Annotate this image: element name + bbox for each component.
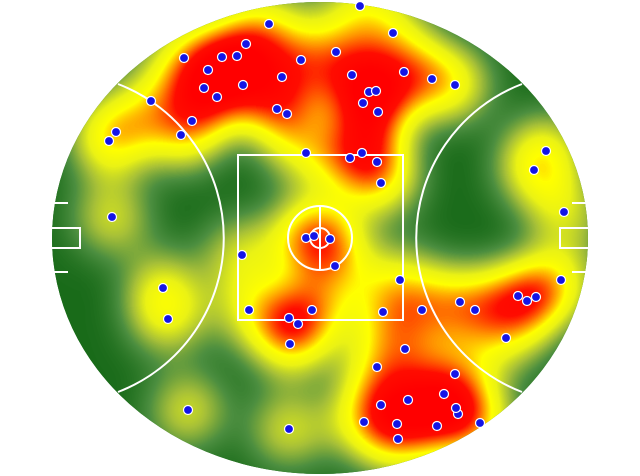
point	[292, 318, 304, 330]
point	[276, 71, 288, 83]
point	[110, 126, 122, 138]
point	[394, 274, 406, 286]
point	[103, 135, 115, 147]
point	[512, 290, 524, 302]
point	[528, 164, 540, 176]
point	[284, 338, 296, 350]
point	[329, 260, 341, 272]
point	[474, 417, 486, 429]
point	[454, 296, 466, 308]
point	[106, 211, 118, 223]
point	[438, 388, 450, 400]
point	[398, 66, 410, 78]
point	[392, 433, 404, 445]
point	[211, 91, 223, 103]
point	[558, 206, 570, 218]
point	[175, 129, 187, 141]
point	[283, 423, 295, 435]
centre-square	[237, 154, 404, 321]
point	[295, 54, 307, 66]
point	[371, 361, 383, 373]
point	[263, 18, 275, 30]
point	[402, 394, 414, 406]
point	[391, 418, 403, 430]
left-arc	[117, 83, 225, 393]
point	[530, 291, 542, 303]
point	[377, 306, 389, 318]
point	[449, 368, 461, 380]
point	[162, 313, 174, 325]
point	[469, 304, 481, 316]
point	[300, 147, 312, 159]
point	[237, 79, 249, 91]
point	[426, 73, 438, 85]
point	[240, 38, 252, 50]
point	[271, 103, 283, 115]
point	[540, 145, 552, 157]
point	[344, 152, 356, 164]
point	[202, 64, 214, 76]
right-arc	[415, 83, 523, 393]
point	[178, 52, 190, 64]
point	[450, 402, 462, 414]
point	[431, 420, 443, 432]
point	[449, 79, 461, 91]
point	[281, 108, 293, 120]
point	[216, 51, 228, 63]
point	[243, 304, 255, 316]
point	[500, 332, 512, 344]
point	[358, 416, 370, 428]
point	[370, 85, 382, 97]
point	[356, 147, 368, 159]
point	[231, 50, 243, 62]
point	[308, 230, 320, 242]
right-goal-square	[559, 202, 588, 273]
points	[103, 0, 570, 445]
point	[375, 399, 387, 411]
point	[371, 156, 383, 168]
point	[198, 82, 210, 94]
point	[521, 295, 533, 307]
left-goal-square	[52, 202, 81, 273]
field-lines	[52, 83, 588, 393]
point	[324, 233, 336, 245]
point	[346, 69, 358, 81]
point	[375, 177, 387, 189]
point	[145, 95, 157, 107]
point	[354, 0, 366, 12]
point	[186, 115, 198, 127]
point	[555, 274, 567, 286]
point	[283, 312, 295, 324]
point	[416, 304, 428, 316]
point	[330, 46, 342, 58]
point	[387, 27, 399, 39]
point	[357, 97, 369, 109]
point	[399, 343, 411, 355]
point	[157, 282, 169, 294]
point	[372, 106, 384, 118]
point	[306, 304, 318, 316]
point	[236, 249, 248, 261]
point	[182, 404, 194, 416]
